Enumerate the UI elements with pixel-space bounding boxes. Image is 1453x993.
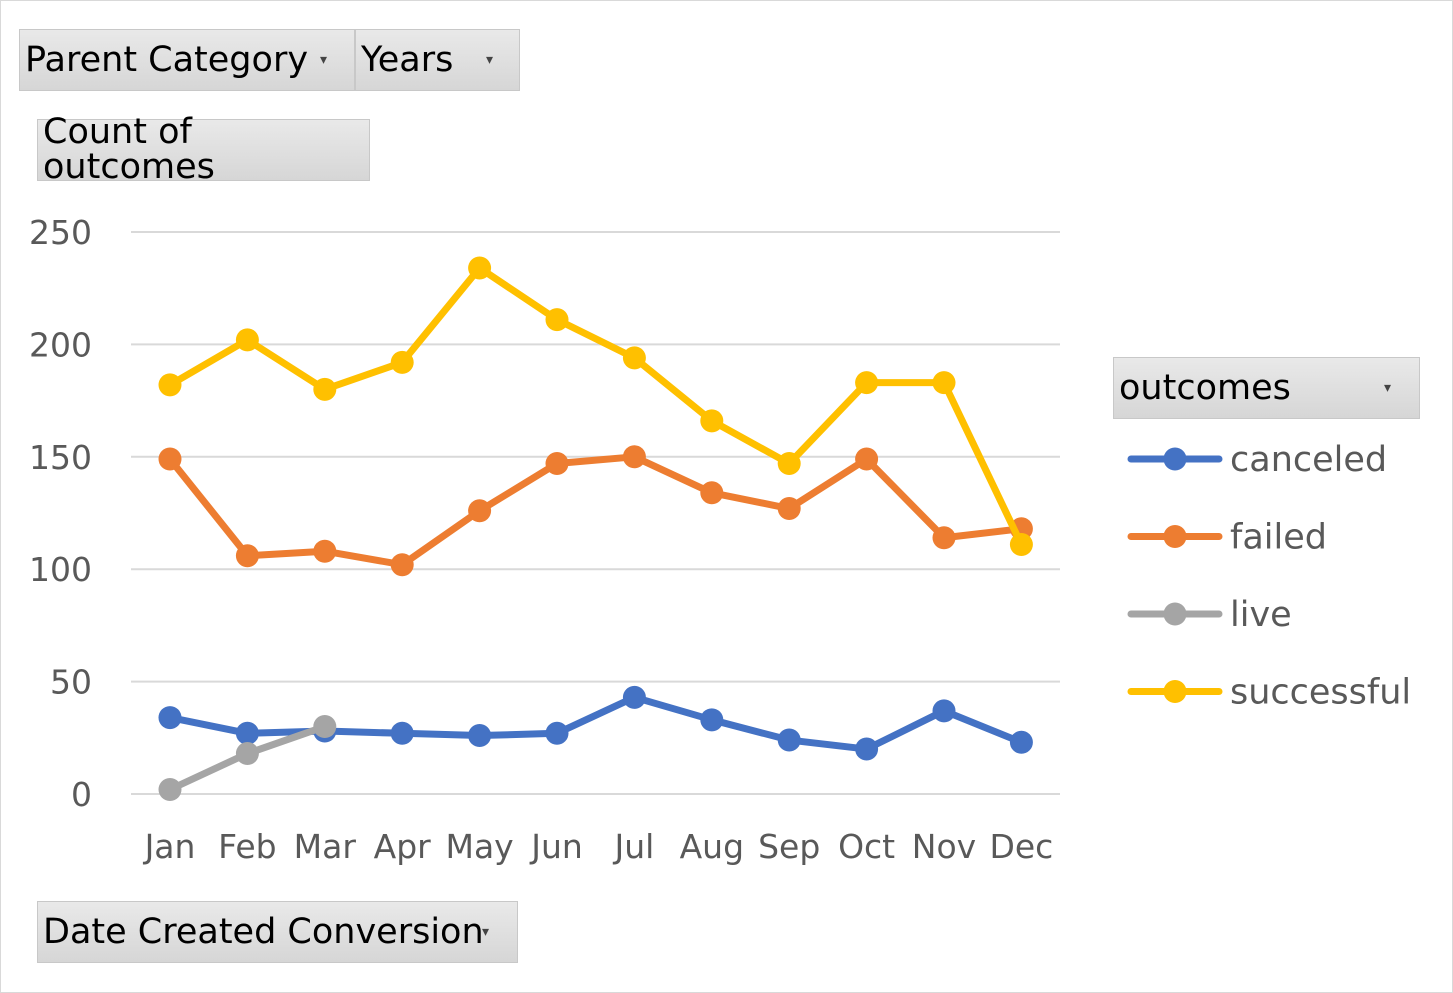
x-axis-ticks: Jan Feb Mar Apr May Jun Jul Aug Sep Oct Nov Dec — [143, 827, 1054, 866]
y-tick-label: 150 — [29, 438, 92, 477]
data-point-successful-oct — [855, 371, 879, 395]
data-point-successful-sep — [777, 452, 801, 476]
data-point-successful-feb — [235, 328, 259, 352]
chevron-down-icon: ▾ — [482, 924, 490, 940]
data-point-successful-apr — [390, 350, 414, 374]
legend-field-button[interactable]: outcomes ▾ — [1113, 357, 1420, 419]
legend-item-failed: failed — [1127, 518, 1327, 558]
y-tick-label: 50 — [50, 663, 92, 702]
data-point-canceled-dec — [1009, 730, 1033, 754]
x-tick-label: May — [445, 827, 513, 866]
data-point-canceled-oct — [855, 737, 879, 761]
data-point-successful-jul — [622, 346, 646, 370]
x-tick-label: Feb — [218, 827, 276, 866]
x-tick-label: Aug — [680, 827, 744, 866]
x-tick-label: Apr — [374, 827, 432, 866]
legend-label: failed — [1230, 518, 1327, 558]
data-point-failed-apr — [390, 553, 414, 577]
chevron-down-icon: ▾ — [1384, 380, 1392, 396]
legend-swatch-marker — [1163, 525, 1187, 548]
data-point-successful-aug — [700, 409, 724, 433]
series-lines — [158, 256, 1033, 802]
data-point-failed-jul — [622, 445, 646, 469]
series-line-failed — [166, 453, 1025, 569]
legend-swatch-marker — [1163, 447, 1187, 471]
data-point-canceled-may — [468, 724, 492, 748]
data-point-failed-jun — [545, 452, 569, 476]
parent-category-label: Parent Category — [25, 39, 309, 80]
data-point-successful-dec — [1009, 532, 1033, 556]
chevron-down-icon: ▾ — [486, 52, 494, 68]
axis-field-button[interactable]: Date Created Conversion ▾ — [37, 901, 518, 963]
y-tick-label: 100 — [29, 550, 92, 589]
data-point-failed-aug — [700, 481, 724, 505]
x-tick-label: Jul — [612, 827, 654, 866]
legend-item-canceled: canceled — [1127, 440, 1387, 480]
data-point-live-mar — [313, 715, 337, 739]
data-point-canceled-jul — [622, 685, 646, 709]
y-tick-label: 200 — [29, 325, 92, 364]
series-successful — [158, 256, 1033, 556]
x-tick-label: Oct — [838, 827, 895, 866]
data-point-canceled-jan — [158, 706, 182, 730]
y-tick-label: 0 — [71, 775, 92, 814]
x-tick-label: Nov — [912, 827, 976, 866]
x-tick-label: Sep — [758, 827, 820, 866]
values-field-label: Count of outcomes — [43, 112, 215, 187]
series-failed — [158, 445, 1033, 577]
series-live — [158, 715, 337, 802]
legend-label: live — [1230, 595, 1292, 635]
axis-field-label: Date Created Conversion — [43, 911, 484, 952]
values-field-button[interactable]: Count of outcomes — [37, 115, 370, 185]
legend-swatch-marker — [1163, 680, 1187, 703]
data-point-failed-jan — [158, 447, 182, 471]
x-tick-label: Jun — [529, 827, 583, 866]
data-point-canceled-aug — [700, 708, 724, 732]
data-point-successful-nov — [932, 371, 956, 395]
data-point-live-feb — [235, 742, 259, 766]
data-point-failed-sep — [777, 497, 801, 521]
data-point-failed-oct — [855, 447, 879, 471]
legend-field-label: outcomes — [1119, 367, 1291, 408]
y-tick-label: 250 — [29, 213, 92, 252]
data-point-canceled-feb — [235, 721, 259, 745]
x-tick-label: Jan — [143, 827, 196, 866]
legend-label: successful — [1230, 673, 1411, 713]
legend-swatch-marker — [1163, 602, 1187, 626]
years-filter-button[interactable]: Years ▾ — [355, 29, 520, 91]
data-point-failed-feb — [235, 544, 259, 568]
series-line-canceled — [166, 693, 1025, 753]
data-point-successful-may — [468, 256, 492, 280]
data-point-failed-may — [468, 499, 492, 523]
series-line-successful — [166, 264, 1025, 548]
y-axis-ticks: 0 50 100 150 200 250 — [29, 213, 92, 814]
x-tick-label: Mar — [294, 827, 357, 866]
data-point-successful-mar — [313, 377, 337, 401]
series-canceled — [158, 685, 1033, 761]
data-point-successful-jun — [545, 308, 569, 332]
data-point-live-jan — [158, 778, 182, 802]
legend: canceled failed live successful — [1127, 440, 1411, 713]
data-point-failed-nov — [932, 526, 956, 550]
data-point-successful-jan — [158, 373, 182, 397]
parent-category-filter-button[interactable]: Parent Category ▾ — [19, 29, 355, 91]
data-point-canceled-jun — [545, 721, 569, 745]
data-point-canceled-apr — [390, 721, 414, 745]
legend-item-successful: successful — [1127, 673, 1411, 713]
x-tick-label: Dec — [989, 827, 1053, 866]
data-point-failed-mar — [313, 539, 337, 563]
legend-item-live: live — [1127, 595, 1292, 635]
legend-label: canceled — [1230, 440, 1387, 480]
data-point-canceled-sep — [777, 728, 801, 752]
years-label: Years — [361, 39, 454, 80]
data-point-canceled-nov — [932, 699, 956, 723]
chevron-down-icon: ▾ — [320, 52, 328, 68]
